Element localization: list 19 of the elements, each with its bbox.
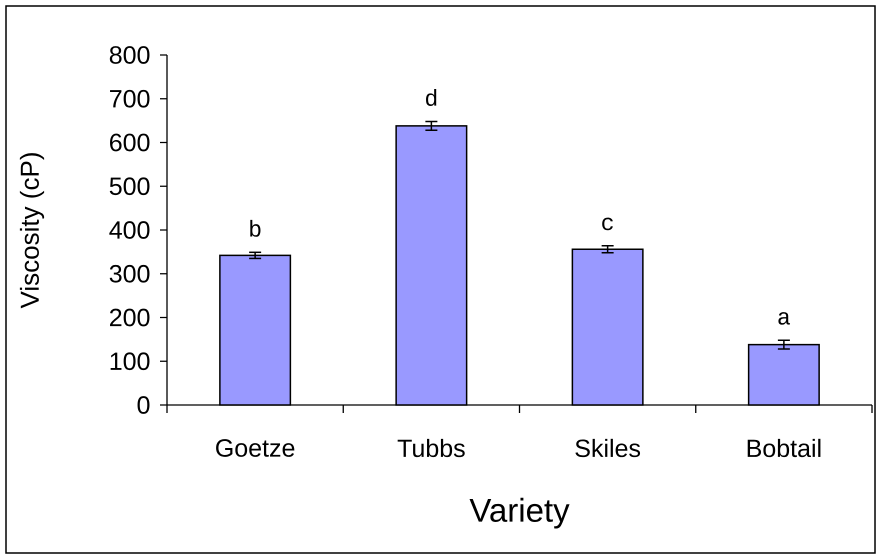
annotation: b — [250, 220, 260, 237]
y-tick-label: 600 — [110, 134, 150, 152]
y-axis-title: Viscosity (cP) — [20, 153, 44, 308]
y-tick-label: 300 — [110, 264, 150, 283]
x-axis-title: Variety — [470, 498, 570, 529]
y-tick-label: 200 — [110, 308, 150, 326]
y-tick-label: 800 — [110, 46, 150, 64]
y-tick-label: 100 — [110, 352, 150, 370]
annotation: c — [602, 218, 613, 230]
x-tick-label: Goetze — [216, 439, 294, 457]
y-tick-label: 400 — [109, 221, 150, 239]
annotation: d — [426, 89, 436, 106]
x-tick-label: Skiles — [575, 438, 640, 458]
x-tick-label: Bobtail — [748, 438, 820, 458]
x-tick-label: Tubbs — [398, 438, 465, 458]
annotation: a — [778, 312, 790, 325]
y-tick-label: 500 — [110, 177, 150, 196]
y-tick-label: 0 — [138, 396, 150, 414]
y-tick-label: 700 — [110, 90, 150, 108]
